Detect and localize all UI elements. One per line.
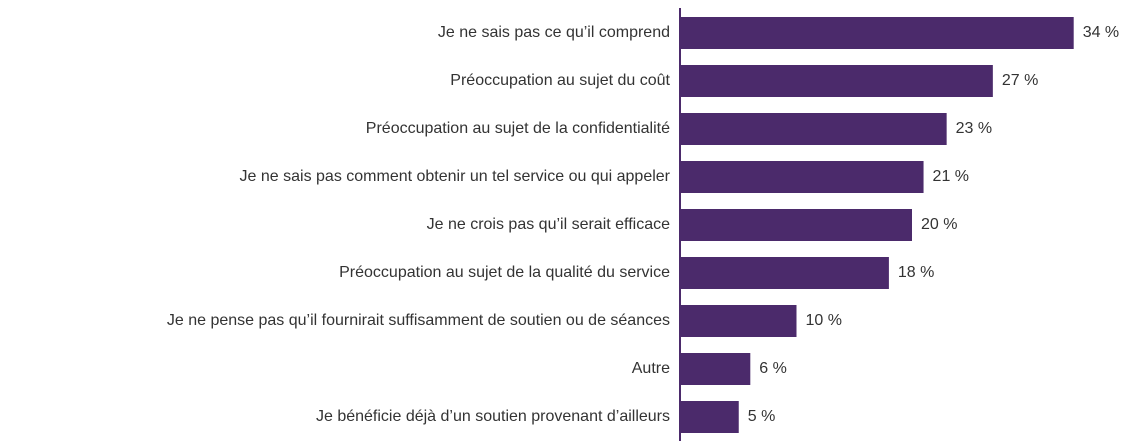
category-label: Je ne crois pas qu’il serait efficace — [427, 216, 670, 233]
category-label: Je ne pense pas qu’il fournirait suffisa… — [167, 312, 670, 329]
bar — [681, 65, 993, 97]
value-label: 10 % — [806, 312, 842, 329]
value-label: 18 % — [898, 264, 934, 281]
bar — [681, 401, 739, 433]
value-label: 20 % — [921, 216, 957, 233]
value-label: 34 % — [1083, 24, 1119, 41]
category-label: Autre — [632, 360, 670, 377]
value-label: 21 % — [933, 168, 969, 185]
category-label: Je ne sais pas ce qu’il comprend — [438, 24, 670, 41]
bar — [681, 113, 947, 145]
category-label: Je bénéficie déjà d’un soutien provenant… — [316, 408, 670, 425]
value-label: 23 % — [956, 120, 992, 137]
category-label: Préoccupation au sujet du coût — [450, 72, 670, 89]
bar — [681, 209, 912, 241]
value-label: 6 % — [759, 360, 787, 377]
category-label: Préoccupation au sujet de la qualité du … — [339, 264, 670, 281]
bar — [681, 305, 797, 337]
value-label: 27 % — [1002, 72, 1038, 89]
bar — [681, 257, 889, 289]
bar — [681, 353, 751, 385]
bar — [681, 161, 924, 193]
category-label: Préoccupation au sujet de la confidentia… — [366, 120, 670, 137]
category-label: Je ne sais pas comment obtenir un tel se… — [240, 168, 671, 185]
value-label: 5 % — [748, 408, 776, 425]
bar — [681, 17, 1074, 49]
